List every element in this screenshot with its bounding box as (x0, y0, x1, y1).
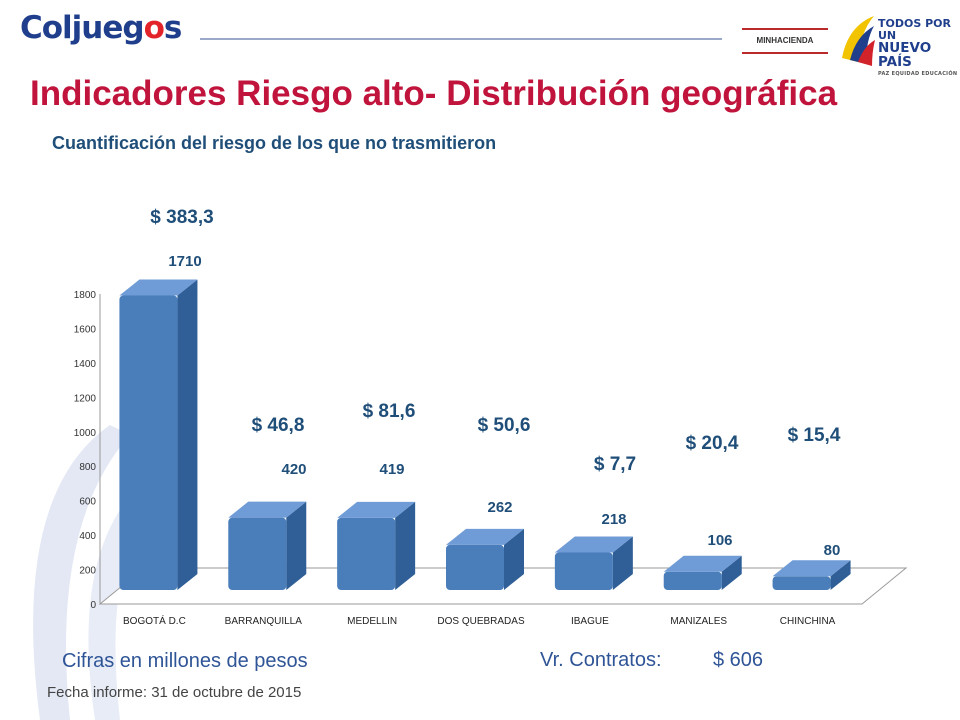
bar-side (721, 555, 742, 590)
y-tick-label: 800 (79, 462, 96, 473)
bar-side (504, 528, 524, 590)
logo-tail: s (163, 10, 182, 46)
bar-side (177, 279, 198, 590)
data-label: 106 (707, 532, 732, 549)
y-tick-label: 1800 (74, 290, 97, 301)
y-tick-label: 1200 (74, 393, 97, 404)
government-logo: TODOS POR UN NUEVO PAÍS PAZ EQUIDAD EDUC… (838, 12, 957, 77)
bar (119, 295, 178, 590)
bar-top (337, 501, 416, 518)
gov-logo-line-1: TODOS POR UN (878, 17, 951, 42)
bar (663, 571, 722, 590)
x-tick-label: BOGOTÁ D.C (123, 614, 186, 627)
y-tick-label: 1400 (74, 359, 97, 370)
x-tick-label: CHINCHINA (780, 616, 836, 627)
amount-label: $ 46,8 (252, 415, 305, 436)
slide-title: Indicadores Riesgo alto- Distribución ge… (30, 74, 838, 113)
x-tick-label: MEDELLIN (347, 616, 397, 627)
y-tick-label: 400 (79, 531, 96, 542)
amount-label: $ 50,6 (478, 415, 531, 436)
bar (337, 517, 396, 590)
gov-logo-line-2: NUEVO PAÍS (878, 40, 932, 71)
bar-side (286, 501, 307, 590)
flag-swoosh-icon (842, 16, 875, 66)
x-tick-label: MANIZALES (670, 616, 727, 627)
contracts-label: Vr. Contratos: (540, 649, 662, 671)
bar-top (663, 555, 742, 572)
slide-subtitle: Cuantificación del riesgo de los que no … (52, 133, 497, 153)
x-tick-label: IBAGUE (571, 616, 609, 627)
contracts-value: $ 606 (713, 649, 764, 671)
bar-side (830, 560, 851, 590)
units-note: Cifras en millones de pesos (62, 650, 308, 672)
x-tick-label: BARRANQUILLA (225, 616, 303, 627)
bar (228, 517, 287, 590)
bar (446, 544, 504, 590)
minhacienda-logo-text: MINHACIENDA (756, 36, 814, 45)
minhacienda-logo: MINHACIENDA (742, 28, 828, 54)
data-label: 420 (281, 461, 306, 478)
bar-top (119, 279, 198, 296)
y-tick-label: 200 (79, 566, 96, 577)
bar-side (612, 536, 633, 590)
bar-top (228, 501, 307, 518)
bar (554, 552, 613, 590)
y-tick-label: 1600 (74, 324, 97, 335)
report-date: Fecha informe: 31 de octubre de 2015 (47, 684, 302, 701)
data-label: 80 (824, 542, 841, 559)
bar-top (446, 528, 524, 545)
data-label: 419 (379, 461, 404, 478)
amount-label: $ 383,3 (150, 207, 213, 228)
data-label: 218 (601, 511, 626, 528)
data-label: 262 (487, 499, 512, 516)
amount-label: $ 81,6 (363, 401, 416, 422)
y-tick-label: 600 (79, 497, 96, 508)
logo-text: Coljueg (20, 10, 145, 46)
header-divider (200, 38, 722, 40)
bar-top (554, 536, 633, 553)
gov-logo-line-3: PAZ EQUIDAD EDUCACIÓN (878, 71, 958, 78)
data-label: 1710 (168, 253, 201, 270)
y-tick-label: 1000 (74, 428, 97, 439)
bar-top (772, 560, 851, 577)
x-tick-label: DOS QUEBRADAS (437, 616, 525, 627)
government-logo-text: TODOS POR UN NUEVO PAÍS PAZ EQUIDAD EDUC… (878, 18, 958, 78)
bar-side (395, 501, 416, 590)
bar (772, 576, 831, 590)
amount-label: $ 20,4 (686, 433, 739, 454)
amount-label: $ 15,4 (788, 425, 841, 446)
amount-label: $ 7,7 (594, 454, 636, 475)
y-tick-label: 0 (90, 600, 96, 611)
logo-flame: o (143, 10, 165, 46)
coljuegos-logo: Coljuegos (20, 10, 182, 46)
